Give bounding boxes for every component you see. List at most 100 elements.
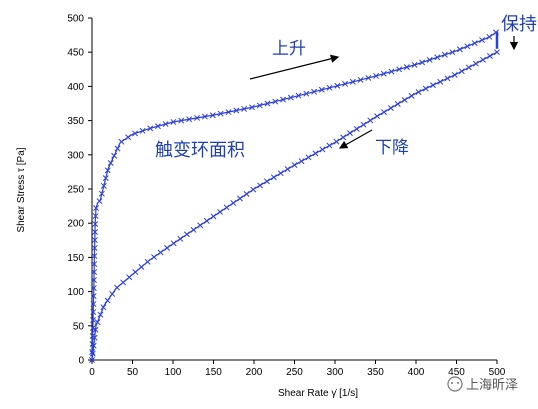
- ramp-up-point: [303, 90, 310, 97]
- ramp-up-point: [92, 221, 99, 227]
- x-tick-label: 450: [448, 367, 465, 378]
- ramp-down-point: [230, 200, 237, 206]
- ramp-down-point: [197, 222, 204, 229]
- x-tick-label: 50: [127, 367, 139, 378]
- ramp-up-point: [93, 205, 100, 212]
- annotation-up: 上升: [272, 39, 306, 59]
- ramp-up-point: [464, 43, 471, 50]
- ramp-down-point: [284, 166, 291, 173]
- wechat-icon-dot: [457, 382, 459, 384]
- ramp-down-point: [465, 64, 472, 71]
- y-tick-label: 50: [73, 321, 85, 332]
- y-tick-label: 350: [67, 116, 84, 127]
- x-tick-label: 350: [367, 367, 384, 378]
- ramp-up-point: [479, 37, 486, 43]
- ramp-down-point: [367, 117, 374, 124]
- ramp-down-point: [126, 274, 133, 281]
- ramp-down-point: [100, 304, 107, 311]
- ramp-up-point: [396, 66, 403, 73]
- ramp-up-point: [349, 78, 356, 85]
- ramp-up-point: [334, 82, 341, 89]
- ramp-up-point: [256, 102, 263, 109]
- ramp-up-point: [434, 54, 441, 61]
- ramp-down-series-line: [91, 51, 498, 361]
- ramp-down-point: [401, 96, 408, 103]
- y-tick-label: 500: [67, 14, 84, 25]
- ramp-down-point: [109, 290, 116, 297]
- ramp-up-point: [89, 349, 96, 355]
- ramp-up-point: [91, 277, 97, 283]
- ramp-up-point: [217, 110, 224, 117]
- ramp-down-point: [408, 92, 415, 99]
- ramp-down-point: [151, 254, 157, 261]
- ramp-down-point: [312, 150, 319, 157]
- ramp-down-point: [190, 226, 197, 233]
- ramp-up-point: [486, 33, 493, 40]
- x-ticks: 0 50 100 150 200 250 300 350 400 450 500: [89, 360, 506, 378]
- axes: [91, 18, 497, 361]
- ramp-down-point: [374, 113, 381, 120]
- annotation-area: 触变环面积: [155, 140, 245, 161]
- ramp-up-point: [91, 269, 98, 275]
- ramp-down-point: [494, 49, 500, 56]
- x-axis-title: Shear Rate γ̇ [1/s]: [278, 388, 358, 399]
- ramp-up-point: [111, 152, 118, 159]
- ramp-up-point: [403, 64, 410, 71]
- ramp-up-point: [91, 253, 98, 259]
- y-tick-label: 200: [67, 219, 84, 230]
- ramp-up-point: [125, 134, 132, 141]
- ramp-up-point: [318, 86, 325, 93]
- ramp-up-point: [147, 125, 154, 132]
- ramp-up-point: [419, 59, 426, 66]
- ramp-up-point: [365, 74, 372, 81]
- ramp-up-point: [118, 138, 125, 145]
- ramp-down-point: [90, 342, 97, 349]
- ramp-down-point: [144, 258, 151, 265]
- x-tick-label: 500: [489, 367, 506, 378]
- ramp-down-point: [94, 319, 101, 326]
- ramp-down-point: [223, 204, 230, 211]
- ramp-up-point: [90, 285, 97, 291]
- ramp-down-point: [164, 244, 171, 251]
- ramp-up-point: [107, 160, 114, 166]
- arrow-down: [338, 129, 373, 149]
- ramp-down-point: [270, 174, 277, 181]
- annotation-down: 下降: [375, 138, 409, 158]
- y-tick-label: 150: [67, 253, 84, 264]
- ramp-down-point: [381, 109, 387, 116]
- x-tick-label: 300: [327, 367, 344, 378]
- ramp-up-point: [90, 317, 97, 323]
- ramp-up-point: [295, 92, 302, 99]
- x-tick-label: 200: [246, 367, 263, 378]
- ramp-up-point: [91, 245, 98, 251]
- ramp-up-point: [170, 118, 177, 125]
- ramp-up-point: [388, 68, 395, 75]
- ramp-up-point: [373, 73, 380, 79]
- y-tick-label: 400: [67, 82, 84, 93]
- ramp-up-point: [102, 175, 109, 182]
- ramp-down-point: [183, 231, 190, 238]
- ramp-down-point: [458, 68, 465, 75]
- ramp-up-point: [272, 98, 279, 105]
- ramp-up-point: [357, 76, 364, 83]
- wechat-icon-dot: [451, 382, 453, 384]
- ramp-up-point: [441, 51, 448, 58]
- ramp-up-point: [114, 145, 121, 152]
- ramp-down-point: [353, 125, 360, 132]
- ramp-up-point: [91, 261, 98, 267]
- ramp-down-point: [114, 284, 120, 291]
- y-tick-label: 450: [67, 48, 84, 59]
- annotation-hold: 保持: [501, 14, 537, 35]
- ramp-down-point: [444, 75, 451, 82]
- ramp-down-point: [298, 158, 305, 165]
- y-tick-label: 250: [67, 185, 84, 196]
- ramp-down-point: [451, 71, 458, 78]
- y-tick-label: 100: [67, 287, 84, 298]
- ramp-up-point: [104, 167, 111, 174]
- ramp-up-point: [186, 116, 193, 123]
- ramp-up-point: [89, 325, 96, 331]
- ramp-up-point: [100, 182, 107, 189]
- ramp-up-point: [90, 301, 97, 307]
- ramp-up-point: [264, 100, 271, 107]
- ramp-down-point: [430, 82, 436, 89]
